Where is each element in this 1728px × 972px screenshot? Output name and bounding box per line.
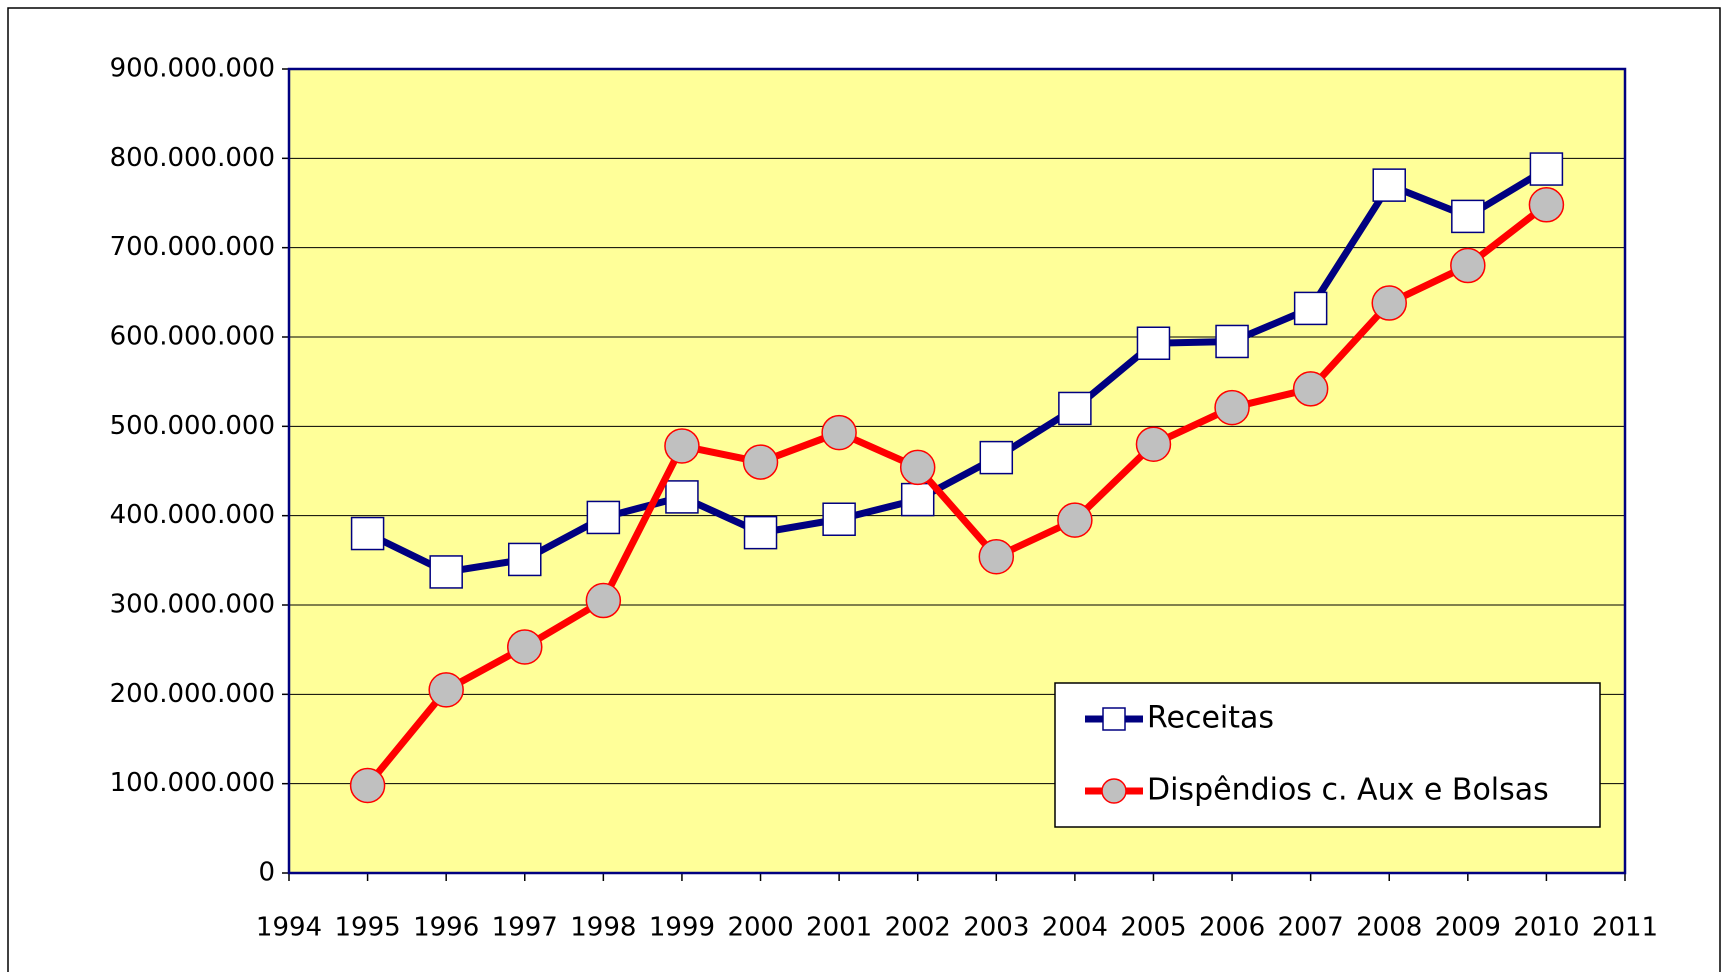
data-point — [1293, 291, 1328, 326]
legend-marker — [1102, 707, 1126, 731]
y-tick-label: 700.000.000 — [110, 232, 275, 262]
plot-border — [287, 67, 1627, 875]
data-point — [585, 582, 622, 619]
data-point — [1528, 187, 1565, 223]
data-point — [743, 515, 778, 550]
x-tick-label: 2004 — [1042, 913, 1108, 943]
data-point — [1214, 389, 1250, 426]
x-tick-label: 1997 — [492, 913, 558, 943]
data-point — [979, 440, 1014, 475]
data-point — [507, 629, 543, 665]
x-tick-label: 2006 — [1199, 913, 1265, 943]
data-point — [428, 672, 464, 708]
x-tick-label: 2010 — [1513, 913, 1579, 943]
data-point — [1372, 168, 1406, 202]
y-tick-label: 0 — [258, 858, 275, 888]
data-point — [664, 428, 700, 464]
x-tick-label: 2008 — [1356, 913, 1422, 943]
data-point — [742, 444, 779, 480]
y-tick-label: 900.000.000 — [110, 54, 275, 84]
data-point — [1371, 285, 1407, 321]
y-tick-label: 800.000.000 — [110, 143, 275, 173]
data-point — [899, 449, 936, 486]
data-point — [349, 767, 386, 804]
data-point — [1529, 152, 1564, 186]
x-tick-label: 2001 — [806, 913, 872, 943]
y-tick-label: 600.000.000 — [110, 322, 275, 352]
legend-marker — [1101, 778, 1127, 804]
data-point — [821, 414, 857, 451]
x-tick-label: 1999 — [649, 913, 715, 943]
data-point — [1450, 247, 1486, 284]
data-point — [429, 555, 463, 589]
x-tick-label: 2003 — [963, 913, 1029, 943]
data-point — [900, 482, 935, 517]
legend-box — [1054, 682, 1601, 828]
data-point — [1292, 371, 1329, 407]
legend-label: Receitas — [1147, 701, 1274, 736]
x-tick-label: 1995 — [335, 913, 401, 943]
x-tick-label: 2007 — [1278, 913, 1344, 943]
x-tick-label: 2002 — [885, 913, 951, 943]
data-point — [665, 480, 699, 514]
data-point — [1451, 199, 1485, 234]
data-point — [978, 539, 1015, 575]
y-tick-label: 200.000.000 — [110, 679, 275, 709]
x-tick-label: 2000 — [727, 913, 793, 943]
x-tick-label: 1998 — [570, 913, 636, 943]
data-point — [350, 516, 385, 551]
series-line — [364, 202, 1549, 788]
data-point — [1135, 426, 1172, 462]
data-point — [586, 500, 621, 535]
y-tick-label: 100.000.000 — [110, 768, 275, 798]
x-tick-label: 2009 — [1435, 913, 1501, 943]
y-tick-label: 400.000.000 — [110, 500, 275, 530]
x-tick-label: 2005 — [1120, 913, 1186, 943]
y-tick-label: 300.000.000 — [110, 590, 275, 620]
legend-label: Dispêndios c. Aux e Bolsas — [1147, 773, 1549, 808]
series-line — [366, 166, 1549, 576]
data-point — [822, 502, 856, 536]
data-point — [1136, 326, 1171, 361]
y-tick-label: 500.000.000 — [110, 411, 275, 441]
x-tick-label: 1994 — [256, 913, 322, 943]
data-point — [508, 542, 542, 577]
x-tick-label: 2011 — [1592, 913, 1658, 943]
data-point — [1058, 391, 1092, 426]
data-point — [1057, 502, 1093, 538]
x-tick-label: 1996 — [413, 913, 479, 943]
data-point — [1215, 324, 1249, 359]
